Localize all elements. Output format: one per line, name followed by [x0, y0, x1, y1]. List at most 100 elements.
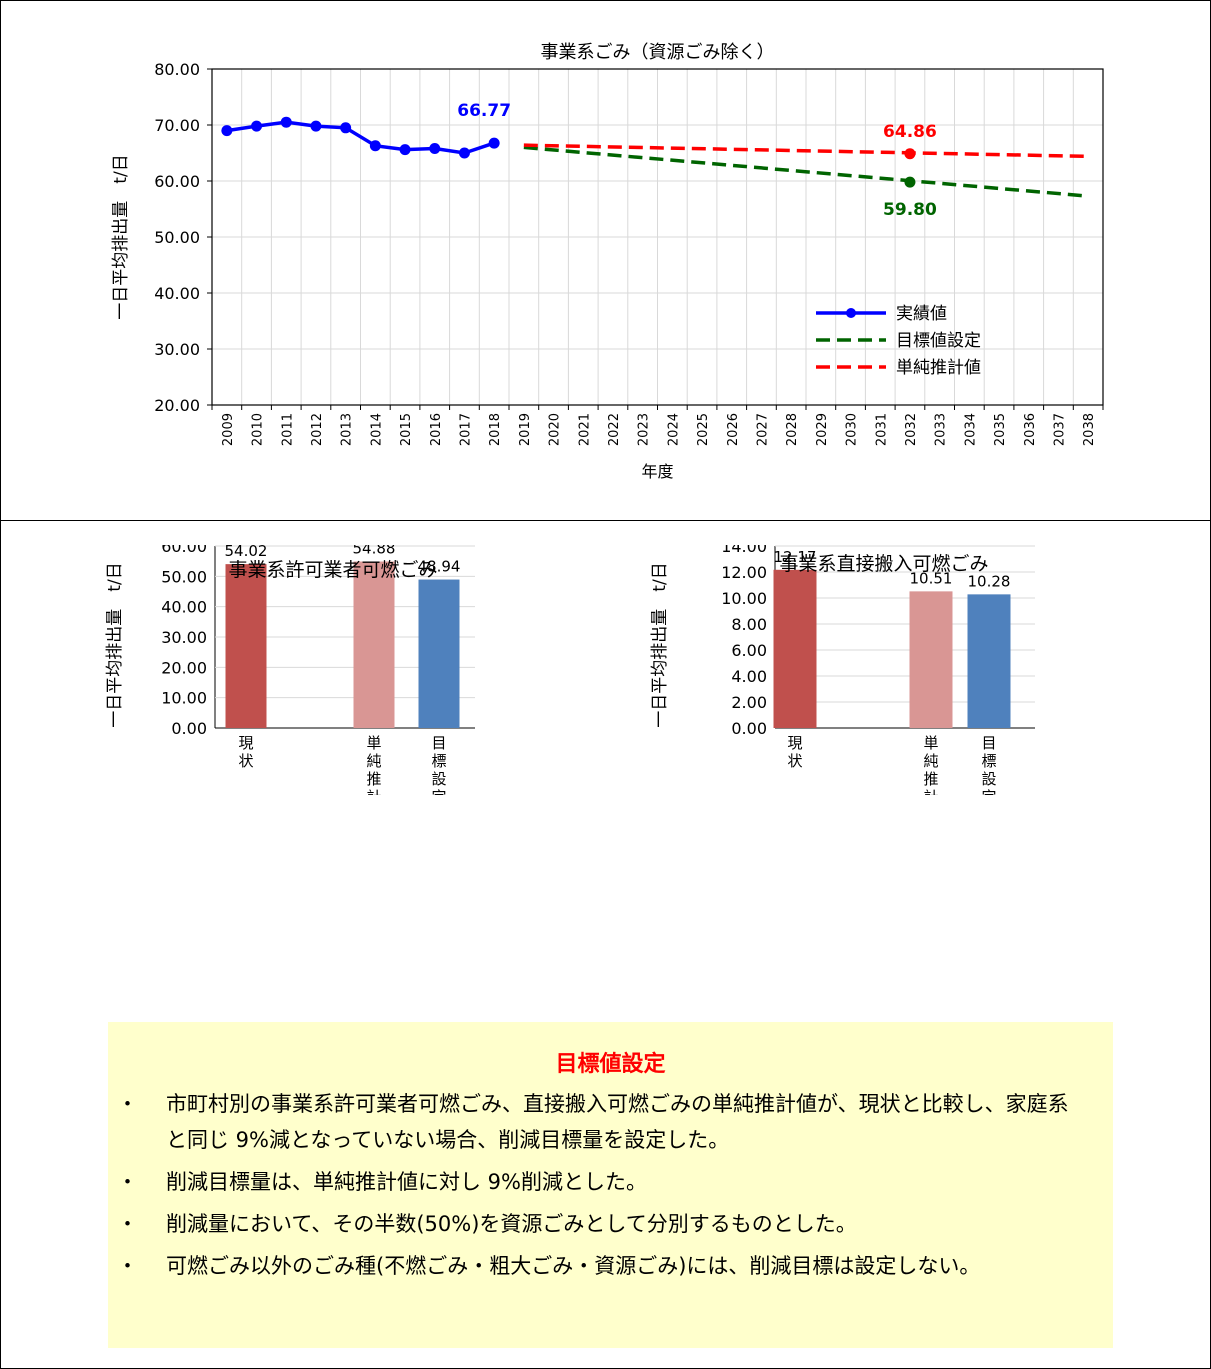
data-label: 54.02 [225, 545, 268, 560]
y-tick-label: 6.00 [731, 641, 767, 660]
series-line [523, 145, 1089, 198]
x-tick-label: 単純推計 [923, 734, 938, 795]
bullet-mark: ・ [117, 1254, 138, 1278]
series-line [523, 143, 1089, 159]
data-label: 10.28 [968, 572, 1011, 590]
target-setting-note: 目標値設定 ・ 市町村別の事業系許可業者可燃ごみ、直接搬入可燃ごみの単純推計値が、… [108, 1022, 1113, 1348]
bar-chart-direct-waste: 0.00 2.00 4.00 6.00 8.00 10.00 12.00 14.00 12.17… [650, 545, 1035, 795]
x-tick-label: 2024 [666, 413, 681, 446]
y-tick-label: 20.00 [154, 396, 200, 415]
y-axis-label: 一日平均排出量 t/日 [111, 154, 131, 319]
bar [418, 579, 460, 728]
note-title: 目標値設定 [555, 1052, 666, 1077]
bar [773, 569, 817, 728]
legend-marker [846, 308, 856, 318]
note-item-text: 削減目標量は、単純推計値に対し 9%削減とした。 [166, 1170, 647, 1194]
x-tick-label: 現状 [787, 734, 802, 770]
x-tick-label: 2030 [845, 413, 860, 446]
note-item-text: 市町村別の事業系許可業者可燃ごみ、直接搬入可燃ごみの単純推計値が、現状と比較し、… [166, 1092, 1069, 1152]
chart-title: 事業系ごみ（資源ごみ除く） [541, 42, 775, 63]
legend-label: 目標値設定 [896, 331, 981, 351]
legend-label: 実績値 [896, 304, 947, 324]
y-tick-label: 60.00 [154, 172, 200, 191]
x-tick-label: 2014 [369, 413, 384, 446]
bar [353, 561, 395, 728]
x-tick-label: 現状 [238, 734, 253, 770]
data-label: 59.80 [883, 200, 937, 220]
y-tick-label: 2.00 [731, 693, 767, 712]
y-tick-label: 10.00 [721, 589, 767, 608]
note-list: ・ 市町村別の事業系許可業者可燃ごみ、直接搬入可燃ごみの単純推計値が、現状と比較し… [108, 1086, 1113, 1290]
y-tick-label: 30.00 [161, 628, 207, 647]
bar-chart-permit-waste: 0.00 10.00 20.00 30.00 40.00 50.00 60.00 54.02 5… [105, 545, 475, 795]
data-point [399, 144, 411, 156]
x-tick-label: 2017 [458, 413, 473, 446]
data-point [429, 143, 441, 155]
data-point [340, 122, 352, 134]
y-tick-label: 70.00 [154, 116, 200, 135]
data-point [310, 120, 322, 132]
note-item: ・ 削減目標量は、単純推計値に対し 9%削減とした。 [108, 1164, 1113, 1200]
y-tick-label: 12.00 [721, 563, 767, 582]
x-tick-label: 2038 [1082, 413, 1097, 446]
x-tick-label: 目標設定 [981, 734, 996, 795]
x-axis-label: 年度 [641, 462, 673, 481]
note-item: ・ 市町村別の事業系許可業者可燃ごみ、直接搬入可燃ごみの単純推計値が、現状と比較し… [108, 1086, 1113, 1158]
x-tick-label: 2016 [429, 413, 444, 446]
data-label: 10.51 [910, 569, 953, 587]
note-item-text: 削減量において、その半数(50%)を資源ごみとして分別するものとした。 [166, 1212, 857, 1236]
y-tick-label: 40.00 [161, 598, 207, 617]
y-tick-label: 50.00 [154, 228, 200, 247]
bar [225, 564, 267, 728]
y-tick-label: 80.00 [154, 60, 200, 79]
x-tick-label: 2011 [280, 413, 295, 446]
x-tick-label: 2035 [993, 413, 1008, 446]
note-item: ・ 可燃ごみ以外のごみ種(不燃ごみ・粗大ごみ・資源ごみ)には、削減目標は設定しない… [108, 1248, 1113, 1284]
bullet-mark: ・ [117, 1212, 138, 1236]
x-tick-label: 2025 [696, 413, 711, 446]
data-label: 66.77 [457, 101, 511, 121]
y-tick-label: 60.00 [161, 545, 207, 556]
x-tick-label: 2021 [577, 413, 592, 446]
y-axis-label: 一日平均排出量 t/日 [650, 562, 670, 727]
x-tick-label: 2033 [934, 413, 949, 446]
y-tick-label: 30.00 [154, 340, 200, 359]
x-tick-label: 2031 [874, 413, 889, 446]
data-point [904, 148, 916, 160]
x-tick-label: 2027 [755, 413, 770, 446]
legend-label: 単純推計値 [896, 358, 981, 378]
data-point [904, 176, 916, 188]
x-tick-label: 2019 [518, 413, 533, 446]
y-tick-label: 0.00 [171, 719, 207, 738]
y-tick-label: 0.00 [731, 719, 767, 738]
x-tick-label: 2026 [726, 413, 741, 446]
x-tick-label: 単純推計 [366, 734, 381, 795]
x-tick-label: 2032 [904, 413, 919, 446]
x-tick-label: 2022 [607, 413, 622, 446]
note-item: ・ 削減量において、その半数(50%)を資源ごみとして分別するものとした。 [108, 1206, 1113, 1242]
line-chart: 20.00 30.00 40.00 50.00 60.00 70.00 80.00 2009 2… [111, 42, 1104, 481]
bar [967, 594, 1011, 728]
y-tick-label: 50.00 [161, 567, 207, 586]
x-tick-label: 2013 [340, 413, 355, 446]
section-divider [0, 520, 1211, 521]
y-tick-label: 20.00 [161, 658, 207, 677]
data-point [251, 120, 263, 132]
data-point [221, 125, 233, 137]
data-label: 64.86 [883, 122, 937, 142]
bullet-mark: ・ [117, 1092, 138, 1116]
x-tick-label: 2037 [1052, 413, 1067, 446]
x-tick-label: 目標設定 [431, 734, 446, 795]
y-axis-label: 一日平均排出量 t/日 [105, 562, 125, 727]
bar [909, 591, 953, 728]
x-tick-label: 2010 [251, 413, 266, 446]
series-line [226, 120, 495, 155]
y-tick-label: 4.00 [731, 667, 767, 686]
x-tick-label: 2009 [221, 413, 236, 446]
data-label: 48.94 [418, 558, 461, 576]
data-label: 54.88 [353, 545, 396, 558]
x-tick-label: 2028 [785, 413, 800, 446]
bullet-mark: ・ [117, 1170, 138, 1194]
x-tick-label: 2034 [963, 413, 978, 446]
data-label: 12.17 [774, 548, 817, 566]
